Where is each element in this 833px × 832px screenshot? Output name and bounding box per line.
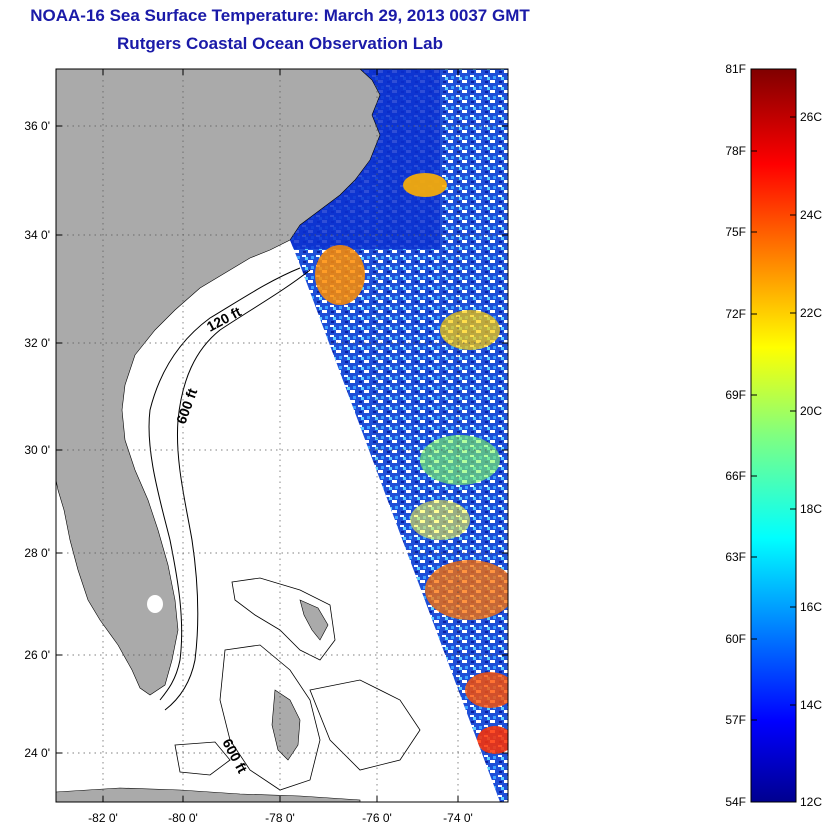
colorbar-f-label: 78F xyxy=(725,144,746,158)
lon-label: -78 0' xyxy=(265,811,295,825)
graticule xyxy=(56,69,508,802)
lat-label: 34 0' xyxy=(24,228,50,242)
colorbar-gradient xyxy=(750,68,797,803)
map-ticks xyxy=(56,69,508,802)
colorbar-f-label: 63F xyxy=(725,550,746,564)
map-subtitle: Rutgers Coastal Ocean Observation Lab xyxy=(117,34,443,53)
colorbar-c-label: 12C xyxy=(800,795,822,809)
colorbar-f-label: 81F xyxy=(725,62,746,76)
colorbar-f-label: 72F xyxy=(725,307,746,321)
longitude-labels: -82 0' -80 0' -78 0' -76 0' -74 0' xyxy=(88,811,473,825)
lon-label: -80 0' xyxy=(168,811,198,825)
lon-label: -82 0' xyxy=(88,811,118,825)
colorbar-c-label: 20C xyxy=(800,404,822,418)
contour-bahamas-banks xyxy=(174,577,421,791)
land-andros xyxy=(271,689,301,761)
map-title: NOAA-16 Sea Surface Temperature: March 2… xyxy=(30,6,530,25)
colorbar-c-label: 22C xyxy=(800,306,822,320)
lat-label: 26 0' xyxy=(24,648,50,662)
map-frame xyxy=(55,68,509,803)
colorbar-c-label: 26C xyxy=(800,110,822,124)
lat-label: 30 0' xyxy=(24,443,50,457)
lon-label: -76 0' xyxy=(362,811,392,825)
contour-600ft xyxy=(164,269,311,711)
latitude-labels: 36 0' 34 0' 32 0' 30 0' 28 0' 26 0' 24 0… xyxy=(24,119,50,760)
colorbar-c-label: 16C xyxy=(800,600,822,614)
lon-label: -74 0' xyxy=(443,811,473,825)
lat-label: 28 0' xyxy=(24,546,50,560)
lat-label: 32 0' xyxy=(24,336,50,350)
lat-label: 36 0' xyxy=(24,119,50,133)
colorbar: 81F 78F 75F 72F 69F 66F 63F 60F 57F 54F … xyxy=(725,62,822,809)
colorbar-f-label: 54F xyxy=(725,795,746,809)
land-cuba xyxy=(56,787,361,802)
colorbar-c-label: 24C xyxy=(800,208,822,222)
contour-120ft xyxy=(148,267,301,701)
land-mainland xyxy=(56,69,381,696)
lat-label: 24 0' xyxy=(24,746,50,760)
colorbar-c-label: 18C xyxy=(800,502,822,516)
colorbar-f-label: 69F xyxy=(725,388,746,402)
colorbar-f-label: 57F xyxy=(725,713,746,727)
lake-okeechobee xyxy=(147,595,163,613)
colorbar-f-label: 60F xyxy=(725,632,746,646)
land-abaco xyxy=(299,599,329,641)
map-area xyxy=(56,69,508,802)
colorbar-c-label: 14C xyxy=(800,698,822,712)
colorbar-f-label: 75F xyxy=(725,225,746,239)
colorbar-f-label: 66F xyxy=(725,469,746,483)
